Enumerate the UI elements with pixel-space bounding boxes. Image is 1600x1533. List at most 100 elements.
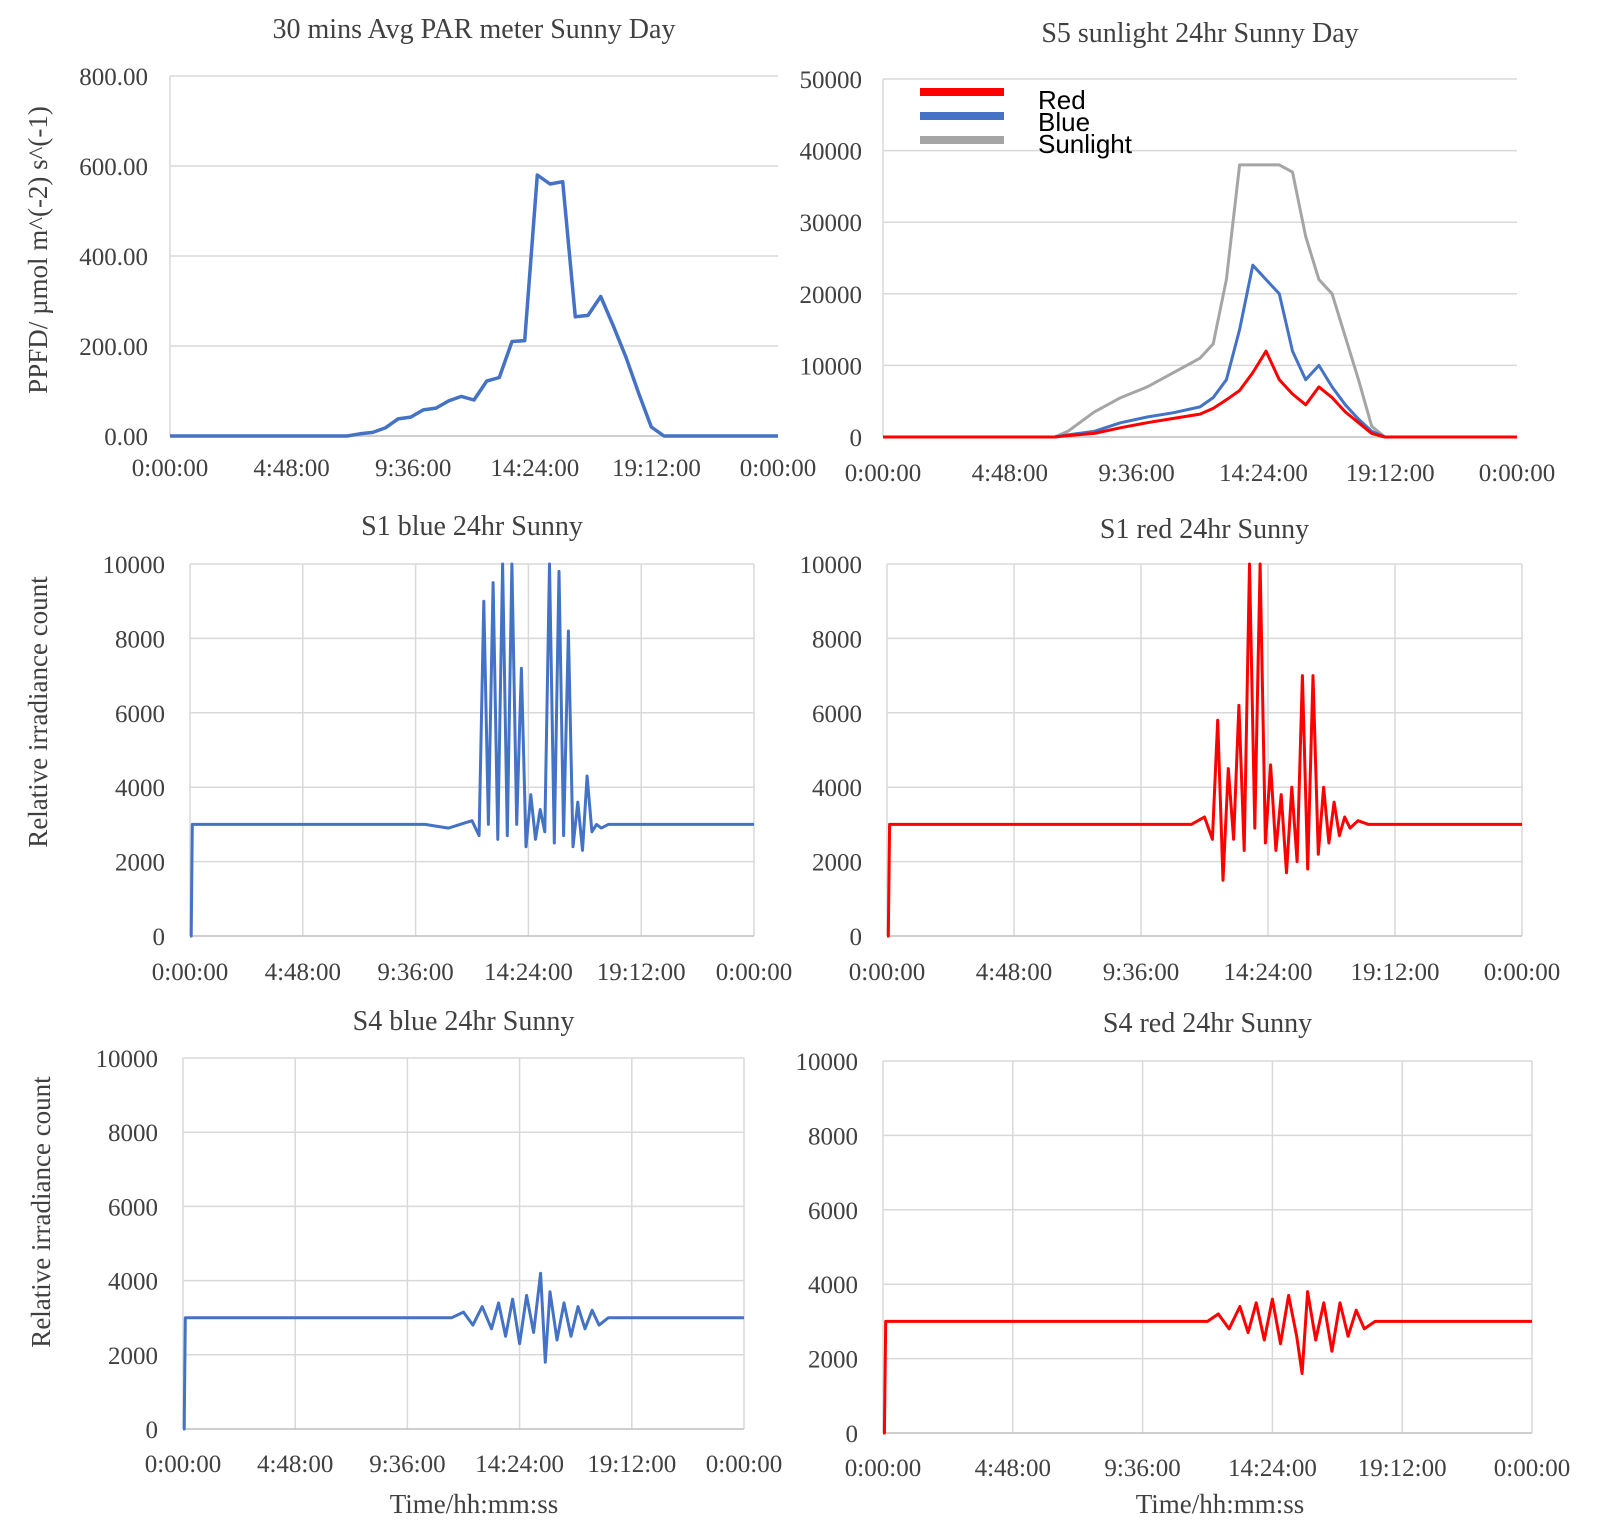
chart-title: 30 mins Avg PAR meter Sunny Day [273, 14, 676, 45]
x-tick-label: 0:00:00 [1494, 1455, 1570, 1482]
x-axis-label-left: Time/hh:mm:ss [390, 1489, 559, 1519]
x-tick-label: 9:36:00 [375, 455, 451, 482]
x-tick-label: 14:24:00 [490, 455, 579, 482]
x-tick-label: 19:12:00 [597, 959, 686, 986]
series-line-red [883, 349, 1517, 439]
series-line [882, 1290, 1532, 1435]
y-tick-label: 800.00 [79, 64, 148, 91]
chart-title: S5 sunlight 24hr Sunny Day [1041, 18, 1358, 49]
y-tick-label: 0 [153, 924, 166, 951]
y-tick-label: 8000 [812, 626, 862, 653]
legend-label-red: Red [1038, 85, 1086, 115]
y-tick-label: 10000 [800, 552, 863, 579]
x-tick-label: 4:48:00 [257, 1451, 333, 1478]
y-tick-label: 4000 [108, 1269, 158, 1296]
chart-s4b: S4 blue 24hr Sunny 0 2000 4000 6000 8000 10000… [96, 1006, 783, 1478]
y-tick-label: 0 [850, 425, 863, 452]
y-tick-label: 4000 [115, 775, 165, 802]
legend-label-blue: Blue [1038, 107, 1090, 137]
x-tick-label: 19:12:00 [1351, 959, 1440, 986]
x-axis-label-right: Time/hh:mm:ss [1136, 1489, 1305, 1519]
y-tick-label: 40000 [800, 139, 863, 166]
y-tick-label: 10000 [96, 1046, 159, 1073]
x-tick-label: 14:24:00 [1219, 460, 1308, 487]
y-tick-label: 10000 [796, 1049, 859, 1076]
y-tick-label: 8000 [808, 1123, 858, 1150]
y-tick-label: 6000 [812, 701, 862, 728]
y-axis-label-ppfd: PPFD/ µmol m^(-2) s^(-1) [23, 106, 53, 394]
chart-par: 30 mins Avg PAR meter Sunny Day 0.00 200.0… [79, 14, 816, 482]
y-tick-label: 2000 [812, 850, 862, 877]
y-tick-label: 4000 [812, 775, 862, 802]
y-tick-label: 4000 [808, 1272, 858, 1299]
y-tick-label: 10000 [103, 552, 166, 579]
y-tick-label: 20000 [800, 282, 863, 309]
x-tick-label: 0:00:00 [740, 455, 816, 482]
x-tick-label: 0:00:00 [845, 460, 921, 487]
x-tick-label: 0:00:00 [132, 455, 208, 482]
y-tick-label: 400.00 [79, 244, 148, 271]
x-tick-label: 0:00:00 [849, 959, 925, 986]
x-tick-label: 0:00:00 [716, 959, 792, 986]
y-tick-label: 0 [846, 1421, 859, 1448]
y-tick-label: 0 [146, 1417, 159, 1444]
y-axis-label-irradiance-top: Relative irradiance count [23, 576, 53, 848]
y-tick-label: 0 [850, 924, 863, 951]
x-tick-label: 0:00:00 [706, 1451, 782, 1478]
chart-s1b: S1 blue 24hr Sunny 0 2000 4000 6000 8000 10000… [103, 511, 793, 986]
y-tick-label: 10000 [800, 353, 863, 380]
y-tick-label: 8000 [108, 1120, 158, 1147]
x-tick-label: 0:00:00 [152, 959, 228, 986]
x-tick-label: 4:48:00 [253, 455, 329, 482]
x-tick-label: 9:36:00 [1103, 959, 1179, 986]
chart-title: S4 red 24hr Sunny [1103, 1008, 1312, 1039]
x-tick-label: 9:36:00 [1098, 460, 1174, 487]
x-tick-label: 0:00:00 [1479, 460, 1555, 487]
x-tick-label: 9:36:00 [369, 1451, 445, 1478]
y-tick-label: 6000 [108, 1194, 158, 1221]
y-axis-label-irradiance-bottom: Relative irradiance count [26, 1076, 56, 1348]
y-tick-label: 50000 [800, 67, 863, 94]
y-tick-label: 200.00 [79, 334, 148, 361]
x-tick-label: 0:00:00 [845, 1455, 921, 1482]
y-tick-label: 30000 [800, 210, 863, 237]
x-tick-label: 0:00:00 [1484, 959, 1560, 986]
y-tick-label: 6000 [115, 701, 165, 728]
x-tick-label: 14:24:00 [475, 1451, 564, 1478]
y-tick-label: 2000 [115, 850, 165, 877]
legend-label-sunlight: Sunlight [1038, 129, 1133, 159]
x-tick-label: 19:12:00 [612, 455, 701, 482]
chart-title: S1 blue 24hr Sunny [361, 511, 583, 542]
x-tick-label: 4:48:00 [975, 1455, 1051, 1482]
x-tick-label: 4:48:00 [976, 959, 1052, 986]
x-tick-label: 4:48:00 [265, 959, 341, 986]
series-line [170, 173, 778, 438]
y-tick-label: 6000 [808, 1198, 858, 1225]
x-tick-label: 14:24:00 [1224, 959, 1313, 986]
chart-s4r: S4 red 24hr Sunny 0 2000 4000 6000 8000 10000 0… [796, 1008, 1571, 1482]
series-line [182, 1271, 744, 1431]
series-line [886, 562, 1522, 938]
x-tick-label: 9:36:00 [1104, 1455, 1180, 1482]
y-tick-label: 2000 [808, 1347, 858, 1374]
series-line [189, 562, 754, 938]
x-tick-label: 19:12:00 [587, 1451, 676, 1478]
y-tick-label: 600.00 [79, 154, 148, 181]
x-tick-label: 19:12:00 [1358, 1455, 1447, 1482]
x-tick-label: 19:12:00 [1346, 460, 1435, 487]
y-tick-label: 8000 [115, 626, 165, 653]
chart-title: S4 blue 24hr Sunny [353, 1006, 575, 1037]
x-tick-label: 14:24:00 [484, 959, 573, 986]
chart-title: S1 red 24hr Sunny [1100, 514, 1309, 545]
x-tick-label: 0:00:00 [145, 1451, 221, 1478]
x-tick-label: 14:24:00 [1228, 1455, 1317, 1482]
y-tick-label: 0.00 [104, 424, 148, 451]
x-tick-label: 4:48:00 [972, 460, 1048, 487]
chart-s1r: S1 red 24hr Sunny 0 2000 4000 6000 8000 10000 0… [800, 514, 1561, 986]
series-line-blue [883, 263, 1517, 439]
series-line-sunlight [883, 163, 1517, 439]
chart-s5: S5 sunlight 24hr Sunny Day 0 10000 20000 300… [800, 18, 1556, 487]
x-tick-label: 9:36:00 [377, 959, 453, 986]
y-tick-label: 2000 [108, 1343, 158, 1370]
